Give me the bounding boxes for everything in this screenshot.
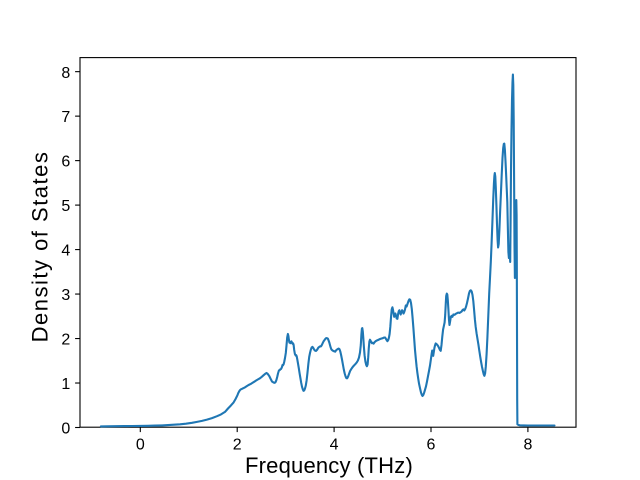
svg-text:8: 8 xyxy=(61,65,70,82)
svg-text:1: 1 xyxy=(61,376,70,393)
svg-text:5: 5 xyxy=(61,198,70,215)
svg-text:2: 2 xyxy=(61,332,70,349)
svg-text:7: 7 xyxy=(61,109,70,126)
svg-text:3: 3 xyxy=(61,287,70,304)
svg-text:6: 6 xyxy=(61,154,70,171)
svg-text:4: 4 xyxy=(61,243,70,260)
svg-text:8: 8 xyxy=(523,436,532,453)
svg-text:4: 4 xyxy=(330,436,339,453)
svg-text:Frequency (THz): Frequency (THz) xyxy=(245,453,413,478)
svg-text:6: 6 xyxy=(427,436,436,453)
svg-text:0: 0 xyxy=(61,421,70,438)
svg-text:Density of States: Density of States xyxy=(27,151,52,343)
svg-text:2: 2 xyxy=(233,436,242,453)
svg-text:0: 0 xyxy=(136,436,145,453)
